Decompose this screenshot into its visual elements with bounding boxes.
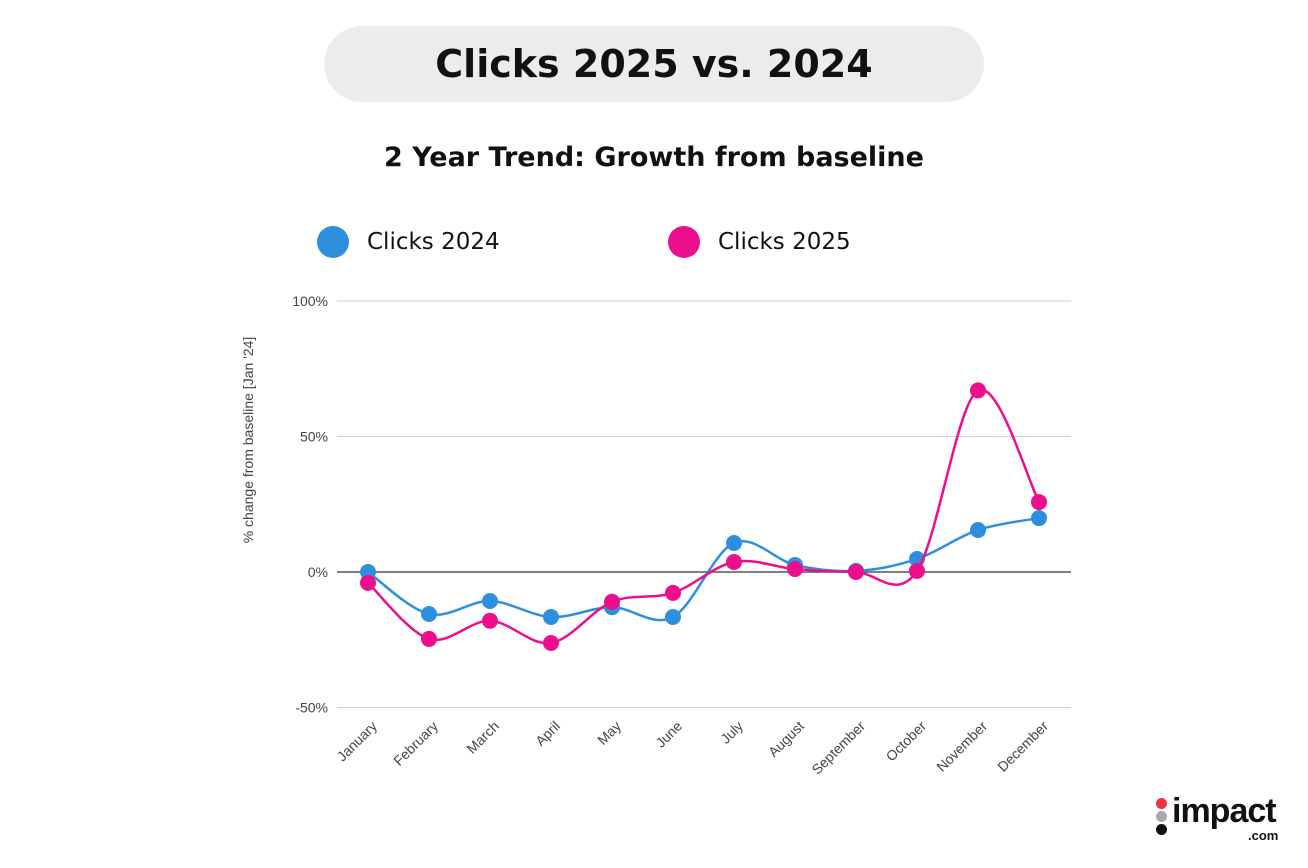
legend-item-clicks-2024: Clicks 2024 bbox=[317, 226, 500, 258]
chart-title: 2 Year Trend: Growth from baseline bbox=[384, 142, 924, 173]
logo-text: impact bbox=[1172, 792, 1277, 830]
y-tick-label: 100% bbox=[292, 293, 328, 309]
data-point bbox=[726, 553, 742, 570]
legend-marker-icon bbox=[668, 226, 700, 258]
x-tick-label: July bbox=[717, 718, 746, 747]
x-tick-label: February bbox=[390, 718, 441, 769]
x-tick-label: January bbox=[334, 718, 381, 765]
data-point bbox=[421, 606, 437, 623]
data-point bbox=[787, 561, 803, 578]
x-tick-label: September bbox=[808, 718, 868, 778]
impact-logo: impact .com bbox=[1152, 792, 1292, 846]
data-point bbox=[421, 630, 437, 647]
y-tick-label: 0% bbox=[308, 564, 328, 580]
x-tick-label: November bbox=[933, 718, 990, 775]
data-point bbox=[1031, 494, 1047, 511]
x-tick-label: May bbox=[594, 718, 624, 748]
data-point bbox=[543, 635, 559, 652]
x-tick-label: March bbox=[463, 718, 502, 757]
y-axis-label: % change from baseline [Jan '24] bbox=[240, 337, 256, 544]
page-title: Clicks 2025 vs. 2024 bbox=[324, 26, 984, 102]
data-point bbox=[604, 593, 620, 610]
x-tick-label: April bbox=[532, 718, 563, 749]
data-point bbox=[665, 608, 681, 625]
x-tick-label: June bbox=[652, 718, 685, 751]
logo-dot-icon bbox=[1156, 824, 1167, 835]
x-tick-label: December bbox=[994, 718, 1051, 775]
logo-suffix: .com bbox=[1248, 828, 1279, 843]
data-point bbox=[1031, 510, 1047, 527]
data-point bbox=[482, 592, 498, 609]
series-line-0 bbox=[367, 516, 1040, 622]
data-point bbox=[482, 612, 498, 629]
data-point bbox=[848, 564, 864, 580]
data-point bbox=[665, 584, 681, 601]
legend-marker-icon bbox=[317, 226, 349, 258]
logo-dot-icon bbox=[1156, 798, 1167, 809]
logo-dot-icon bbox=[1156, 811, 1167, 822]
data-point bbox=[543, 608, 559, 625]
data-point bbox=[970, 382, 986, 399]
data-point bbox=[360, 574, 376, 591]
legend-item-clicks-2025: Clicks 2025 bbox=[668, 226, 851, 258]
y-tick-label: 50% bbox=[300, 429, 328, 445]
legend-label: Clicks 2024 bbox=[367, 229, 500, 255]
data-point bbox=[970, 521, 986, 538]
legend-label: Clicks 2025 bbox=[718, 229, 851, 255]
data-point bbox=[909, 562, 925, 579]
y-tick-label: -50% bbox=[295, 700, 328, 716]
data-point bbox=[726, 535, 742, 552]
x-tick-label: August bbox=[765, 718, 807, 760]
x-tick-label: October bbox=[883, 718, 930, 765]
